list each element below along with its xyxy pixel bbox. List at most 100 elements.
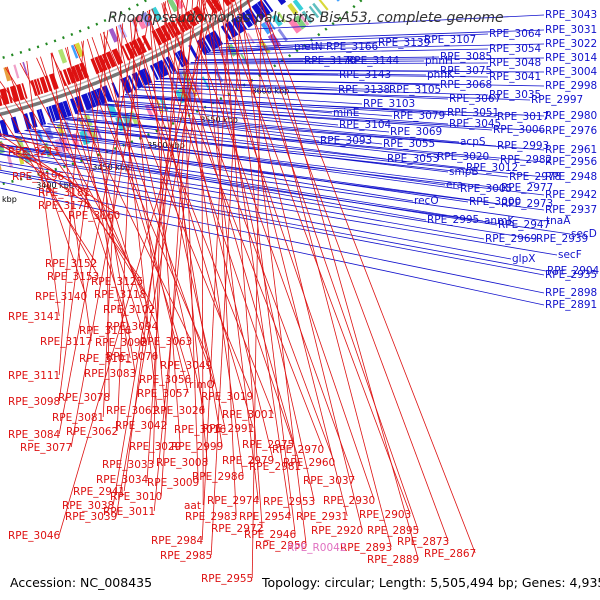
- forward-gene-label: RPE_3035: [489, 89, 541, 101]
- reverse-gene-label: RPE_3153: [47, 271, 99, 283]
- reverse-gene-arrow: [129, 41, 138, 57]
- reverse-gene-label: RPE_2983: [185, 511, 237, 523]
- forward-gene-arrow: [74, 95, 85, 113]
- forward-gene-label: RPE_2977: [501, 182, 553, 194]
- reverse-gene-label: RPE_2955: [201, 573, 253, 585]
- reverse-gene-label: RPE_3061: [106, 405, 158, 417]
- genome-backbone-shadow: [0, 0, 244, 110]
- forward-gene-arrow: [10, 116, 20, 134]
- forward-gene-arrow: [236, 15, 248, 30]
- feature-block: [13, 64, 20, 79]
- forward-gene-label: secD: [571, 228, 597, 240]
- forward-gene-arrow: [57, 101, 68, 119]
- reverse-gene-label: RPE_3111: [8, 370, 60, 382]
- reverse-gene-label: RPE_2954: [239, 511, 292, 523]
- reverse-gene-label: RPE_3160: [68, 210, 120, 222]
- tick-dots-outer: [0, 0, 364, 186]
- forward-leader-line: [148, 83, 489, 96]
- forward-gene-label: RPE_2976: [545, 125, 598, 137]
- reverse-leader-line: [0, 143, 90, 206]
- forward-gene-arrow: [0, 119, 9, 137]
- forward-gene-label: RPE_3064: [489, 28, 542, 40]
- reverse-leader-line: [259, 0, 476, 554]
- reverse-leader-line: [26, 60, 60, 317]
- forward-gene-label: RPE_3166: [326, 41, 379, 53]
- reverse-leader-line: [211, 0, 237, 517]
- forward-gene-arrow: [174, 52, 184, 68]
- forward-gene-label: RPE_2935: [545, 269, 597, 281]
- reverse-gene-arrow: [0, 88, 10, 106]
- forward-gene-arrow: [70, 98, 79, 115]
- forward-leader-line: [88, 109, 320, 142]
- forward-gene-label: RPE_2891: [545, 299, 597, 311]
- forward-gene-label: RPE_2947: [498, 219, 550, 231]
- reverse-gene-label: RPE_3037: [303, 475, 355, 487]
- forward-leader-line: [0, 169, 547, 272]
- reverse-leader-line: [58, 40, 84, 376]
- reverse-leader-line: [119, 24, 274, 415]
- reverse-leader-line: [133, 17, 226, 430]
- reverse-gene-label: RPE_3029: [129, 441, 181, 453]
- feature-block: [267, 19, 276, 30]
- feature-block: [312, 2, 323, 16]
- forward-gene-label: acpS: [460, 136, 486, 148]
- reverse-leader-line: [132, 18, 254, 429]
- reverse-gene-label: RPE_3042: [115, 420, 167, 432]
- forward-leader-line: [4, 135, 501, 205]
- reverse-leader-line: [148, 10, 223, 447]
- reverse-leader-line: [112, 0, 199, 506]
- forward-gene-arrow: [156, 59, 170, 77]
- forward-gene-arrow: [62, 100, 72, 117]
- kbp-tick-ring: [0, 0, 364, 186]
- genome-summary: Topology: circular; Length: 5,505,494 bp…: [262, 575, 600, 590]
- reverse-gene-arrow: [105, 51, 117, 68]
- reverse-gene-label: RPE_2984: [151, 535, 204, 547]
- reverse-gene-arrow: [62, 69, 71, 85]
- forward-gene-label: RPE_3045: [449, 118, 501, 130]
- reverse-leader-line: [201, 0, 315, 502]
- reverse-gene-label: RPE_3084: [8, 429, 61, 441]
- reverse-leader-line: [247, 0, 392, 548]
- reverse-leader-line: [4, 67, 146, 295]
- forward-leader-line: [223, 33, 489, 45]
- forward-gene-arrow: [142, 67, 153, 84]
- accession-label: Accession: NC_008435: [10, 575, 153, 590]
- feature-block: [135, 14, 147, 30]
- reverse-leader-line: [218, 0, 411, 515]
- forward-leader-line: [178, 68, 440, 72]
- forward-gene-label: RPE_2937: [545, 204, 597, 216]
- reverse-gene-label: RPE_2873: [397, 536, 449, 548]
- forward-gene-label: secF: [558, 249, 582, 261]
- feature-block: [247, 32, 255, 44]
- forward-gene-label: phnK: [427, 69, 455, 81]
- feature-block: [287, 2, 299, 16]
- forward-gene-arrow: [277, 0, 287, 6]
- reverse-leader-line: [201, 0, 204, 506]
- forward-gene-label: RPE_3031: [545, 24, 597, 36]
- forward-gene-label: RPE_2982: [500, 154, 552, 166]
- reverse-gene-label: RPE_3019: [201, 391, 253, 403]
- reverse-gene-arrow: [49, 73, 59, 90]
- reverse-gene-label: RPE_2920: [311, 525, 363, 537]
- rna-gene-label: RPE_R0042: [287, 542, 347, 554]
- reverse-gene-label: RPE_3117: [40, 336, 92, 348]
- reverse-gene-label: rimO: [189, 379, 215, 391]
- forward-gene-label: RPE_2948: [545, 171, 597, 183]
- forward-leader-line: [47, 123, 449, 173]
- reverse-leader-line: [202, 0, 375, 501]
- reverse-gene-label: RPE_3033: [102, 459, 154, 471]
- reverse-gene-label: RPE_3098: [8, 396, 60, 408]
- reverse-leader-line: [216, 0, 348, 517]
- feature-block: [144, 104, 155, 119]
- reverse-gene-arrow: [59, 70, 67, 87]
- forward-gene-label: RPE_2998: [545, 80, 597, 92]
- feature-block: [292, 0, 304, 12]
- reverse-leader-line: [115, 26, 158, 411]
- feature-block: [167, 0, 179, 13]
- reverse-gene-label: RPE_3094: [106, 321, 159, 333]
- reverse-gene-label: RPE_2975: [242, 439, 294, 451]
- forward-leader-line: [195, 56, 440, 61]
- forward-gene-label: RPE_3079: [393, 110, 445, 122]
- forward-gene-arrow: [263, 0, 274, 13]
- forward-gene-arrow: [149, 64, 159, 81]
